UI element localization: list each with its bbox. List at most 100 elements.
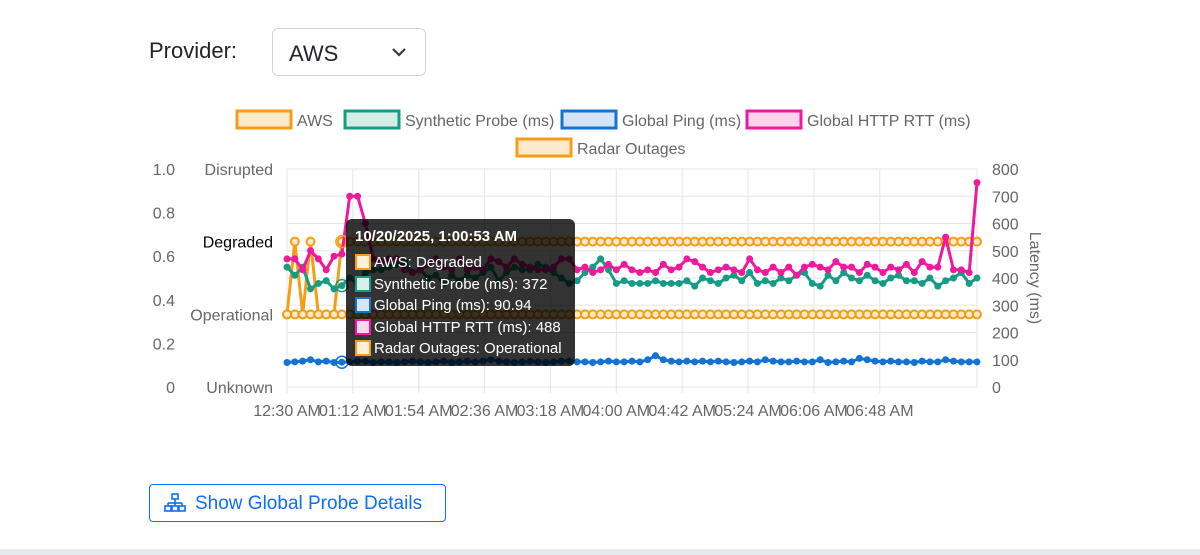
data-point <box>611 309 622 320</box>
data-point <box>840 263 848 271</box>
data-point <box>863 271 871 279</box>
data-point <box>832 258 840 266</box>
data-point <box>587 236 598 247</box>
data-point <box>785 277 793 285</box>
data-point <box>801 358 808 366</box>
data-point <box>824 271 832 279</box>
data-point <box>581 263 589 271</box>
y-left-tick: 0.6 <box>153 249 175 266</box>
data-point <box>738 358 746 366</box>
tooltip-row: Synthetic Probe (ms): 372 <box>355 275 548 296</box>
data-point <box>840 357 848 365</box>
data-point <box>681 309 692 320</box>
data-point <box>603 309 614 320</box>
data-point <box>785 358 793 366</box>
data-point <box>848 358 856 366</box>
legend-swatch <box>745 109 803 130</box>
data-point <box>627 236 637 247</box>
data-point <box>579 309 590 320</box>
latency-status-chart: 0 0.2 0.4 0.6 0.8 1.0 Unknown Operational Degrad… <box>153 109 1043 420</box>
data-point <box>721 309 732 320</box>
tooltip-row: Radar Outages: Operational <box>355 340 562 360</box>
data-point <box>901 236 912 247</box>
data-point <box>730 266 738 274</box>
data-point <box>620 260 628 268</box>
data-point <box>705 236 716 247</box>
data-point <box>863 260 871 268</box>
data-point <box>768 236 779 247</box>
data-point <box>579 236 590 247</box>
data-point <box>885 309 896 320</box>
data-point <box>862 236 873 247</box>
data-point <box>761 356 769 364</box>
data-point <box>799 236 810 247</box>
data-point <box>760 309 771 320</box>
data-point <box>644 266 652 274</box>
data-point <box>681 236 692 247</box>
data-point <box>611 236 622 247</box>
data-point <box>870 236 881 247</box>
data-point <box>885 236 896 247</box>
legend-label: Radar Outages <box>577 141 686 158</box>
data-point <box>957 266 965 274</box>
tooltip-row-text: Synthetic Probe (ms): 372 <box>374 275 548 293</box>
data-point <box>691 258 699 266</box>
data-point <box>581 269 589 277</box>
data-point <box>675 263 683 271</box>
tooltip-swatch <box>355 318 371 335</box>
data-point <box>893 236 904 247</box>
x-tick: 05:24 AM <box>714 403 782 420</box>
data-point <box>854 309 865 320</box>
data-point <box>612 279 620 287</box>
y-right-tick: 200 <box>992 326 1019 343</box>
data-point <box>283 358 291 366</box>
data-point <box>972 309 982 320</box>
data-point <box>620 358 628 366</box>
data-point <box>777 269 785 277</box>
data-point <box>642 309 653 320</box>
y-right-tick: 800 <box>992 162 1019 179</box>
data-point <box>942 277 950 285</box>
data-point <box>956 236 967 247</box>
data-point <box>714 357 722 365</box>
data-point <box>706 277 714 285</box>
data-point <box>713 236 724 247</box>
y-left-tick: 1.0 <box>153 162 175 179</box>
data-point <box>634 236 645 247</box>
data-point <box>744 309 755 320</box>
data-point <box>628 279 636 287</box>
x-tick: 12:30 AM <box>253 403 321 420</box>
data-point <box>957 358 965 366</box>
data-point <box>722 358 730 366</box>
chart-tooltip: 10/20/2025, 1:00:53 AM AWS: Degraded Synt… <box>346 219 575 366</box>
data-point <box>683 277 691 285</box>
tooltip-row: Global Ping (ms): 90.94 <box>355 297 532 317</box>
data-point <box>314 255 322 263</box>
data-point <box>887 274 895 282</box>
data-point <box>949 357 957 365</box>
data-point <box>775 236 786 247</box>
data-point <box>736 236 747 247</box>
show-global-probe-details-button[interactable]: Show Global Probe Details <box>149 484 446 522</box>
data-point <box>314 358 322 366</box>
data-point <box>283 263 291 271</box>
data-point <box>838 309 849 320</box>
provider-select[interactable]: AWS <box>272 28 426 76</box>
data-point <box>964 309 975 320</box>
data-point <box>879 358 887 366</box>
data-point <box>848 263 856 271</box>
data-point <box>722 263 730 271</box>
data-point <box>942 356 950 364</box>
data-point <box>728 309 739 320</box>
y-left-tick: 0.4 <box>153 293 175 310</box>
data-point <box>793 357 801 365</box>
data-point <box>305 309 316 320</box>
data-point <box>753 358 761 366</box>
x-tick: 03:18 AM <box>517 403 585 420</box>
data-point <box>870 309 881 320</box>
data-point <box>652 269 660 277</box>
data-point <box>838 236 849 247</box>
data-point <box>948 309 959 320</box>
data-point <box>705 309 716 320</box>
data-point <box>793 271 801 279</box>
